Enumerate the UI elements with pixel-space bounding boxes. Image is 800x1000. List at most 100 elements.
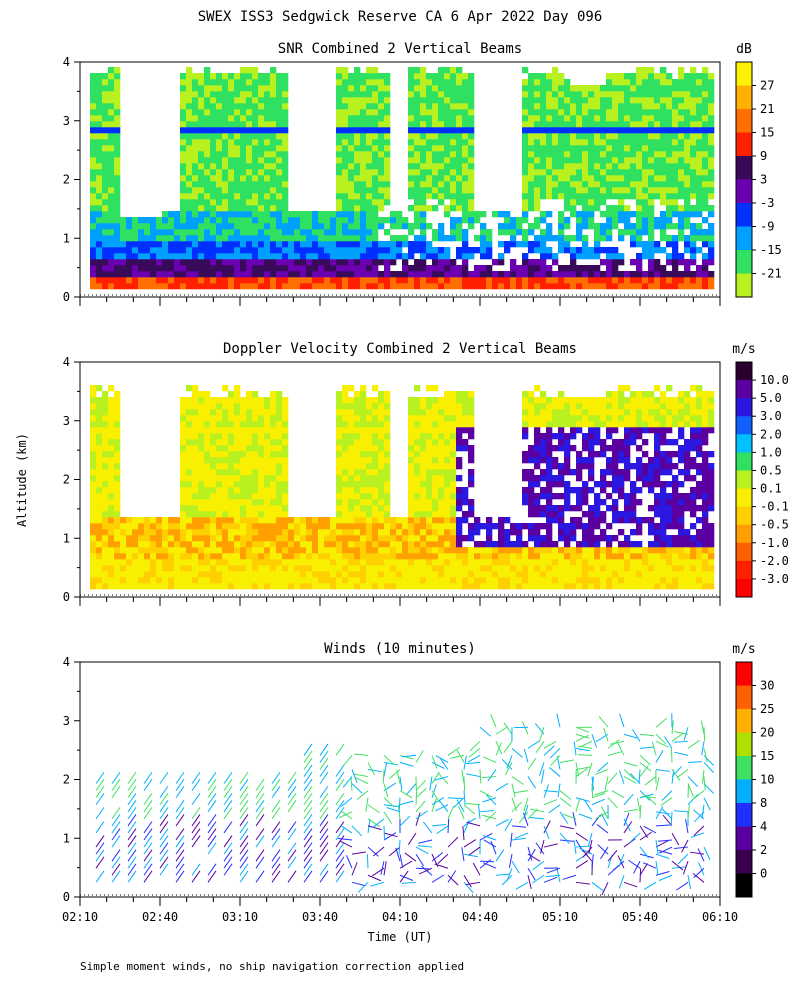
doppler-cell xyxy=(186,571,193,578)
snr-cell xyxy=(204,235,211,242)
figure-title: SWEX ISS3 Sedgwick Reserve CA 6 Apr 2022… xyxy=(198,9,603,25)
snr-cell xyxy=(558,217,565,224)
doppler-cell xyxy=(588,451,595,458)
doppler-cell xyxy=(540,421,547,428)
snr-cell xyxy=(180,283,187,290)
snr-cell xyxy=(576,169,583,176)
snr-cell xyxy=(294,259,301,266)
snr-cell xyxy=(468,193,475,200)
doppler-cell xyxy=(138,547,145,554)
doppler-cell xyxy=(168,529,175,536)
snr-cell xyxy=(234,121,241,128)
snr-cell xyxy=(654,157,661,164)
snr-cell xyxy=(102,121,109,128)
snr-cell xyxy=(426,175,433,182)
snr-cell xyxy=(672,121,679,128)
doppler-cell xyxy=(288,535,295,542)
doppler-cell xyxy=(504,517,511,524)
doppler-cell xyxy=(564,433,571,440)
snr-cell xyxy=(234,151,241,158)
snr-cell xyxy=(222,91,229,98)
snr-cell xyxy=(114,163,121,170)
snr-cell xyxy=(360,163,367,170)
doppler-cell xyxy=(108,517,115,524)
doppler-cell xyxy=(222,499,229,506)
snr-cell xyxy=(618,109,625,116)
doppler-cell xyxy=(432,577,439,584)
doppler-cell xyxy=(468,409,475,416)
snr-cell xyxy=(468,145,475,152)
snr-cell xyxy=(540,163,547,170)
doppler-cell xyxy=(468,469,475,476)
snr-cell xyxy=(258,265,265,272)
doppler-cell xyxy=(432,559,439,566)
snr-cell xyxy=(222,187,229,194)
snr-cell xyxy=(546,265,553,272)
doppler-cell xyxy=(522,409,529,416)
doppler-cell xyxy=(258,445,265,452)
snr-cell xyxy=(264,211,271,218)
snr-cell xyxy=(462,133,469,140)
snr-cell xyxy=(594,97,601,104)
snr-cell xyxy=(582,109,589,116)
doppler-cell xyxy=(342,583,349,590)
snr-cell xyxy=(378,157,385,164)
snr-cell xyxy=(648,115,655,122)
doppler-cell xyxy=(564,529,571,536)
snr-cell xyxy=(312,223,319,230)
doppler-cell xyxy=(156,577,163,584)
doppler-cell xyxy=(204,451,211,458)
snr-cell xyxy=(222,103,229,110)
doppler-cell xyxy=(108,385,115,392)
doppler-cell xyxy=(90,397,97,404)
doppler-cell xyxy=(96,529,103,536)
snr-cell xyxy=(564,169,571,176)
snr-cell xyxy=(270,181,277,188)
snr-cell xyxy=(456,91,463,98)
doppler-cell xyxy=(408,421,415,428)
snr-cell xyxy=(456,181,463,188)
snr-cell xyxy=(216,85,223,92)
snr-cell xyxy=(708,163,715,170)
doppler-cell xyxy=(264,511,271,518)
snr-cell xyxy=(372,181,379,188)
doppler-cell xyxy=(342,487,349,494)
doppler-cell xyxy=(336,439,343,446)
doppler-cell xyxy=(366,475,373,482)
snr-cell xyxy=(366,163,373,170)
doppler-cell xyxy=(150,541,157,548)
doppler-cell xyxy=(468,397,475,404)
snr-cell xyxy=(450,169,457,176)
doppler-cell xyxy=(492,577,499,584)
snr-cell xyxy=(222,151,229,158)
snr-cell xyxy=(228,229,235,236)
doppler-cell xyxy=(492,559,499,566)
snr-cell xyxy=(360,217,367,224)
doppler-cell xyxy=(342,427,349,434)
snr-cell xyxy=(660,247,667,254)
doppler-cell xyxy=(198,559,205,566)
doppler-cell xyxy=(366,493,373,500)
doppler-cell xyxy=(252,547,259,554)
snr-cell xyxy=(192,109,199,116)
snr-cell xyxy=(156,247,163,254)
doppler-cell xyxy=(474,577,481,584)
snr-cell xyxy=(420,151,427,158)
snr-cell xyxy=(426,163,433,170)
snr-cell xyxy=(336,157,343,164)
snr-cell xyxy=(660,229,667,236)
snr-cell xyxy=(516,229,523,236)
snr-cell xyxy=(564,139,571,146)
snr-cell xyxy=(282,205,289,212)
snr-cell xyxy=(378,85,385,92)
snr-cell xyxy=(708,115,715,122)
doppler-cell xyxy=(228,475,235,482)
snr-cell xyxy=(642,91,649,98)
snr-cell xyxy=(642,133,649,140)
snr-cell xyxy=(414,235,421,242)
snr-cell xyxy=(276,211,283,218)
snr-cell xyxy=(180,235,187,242)
snr-cell xyxy=(432,175,439,182)
doppler-cell xyxy=(474,583,481,590)
doppler-cell xyxy=(372,565,379,572)
